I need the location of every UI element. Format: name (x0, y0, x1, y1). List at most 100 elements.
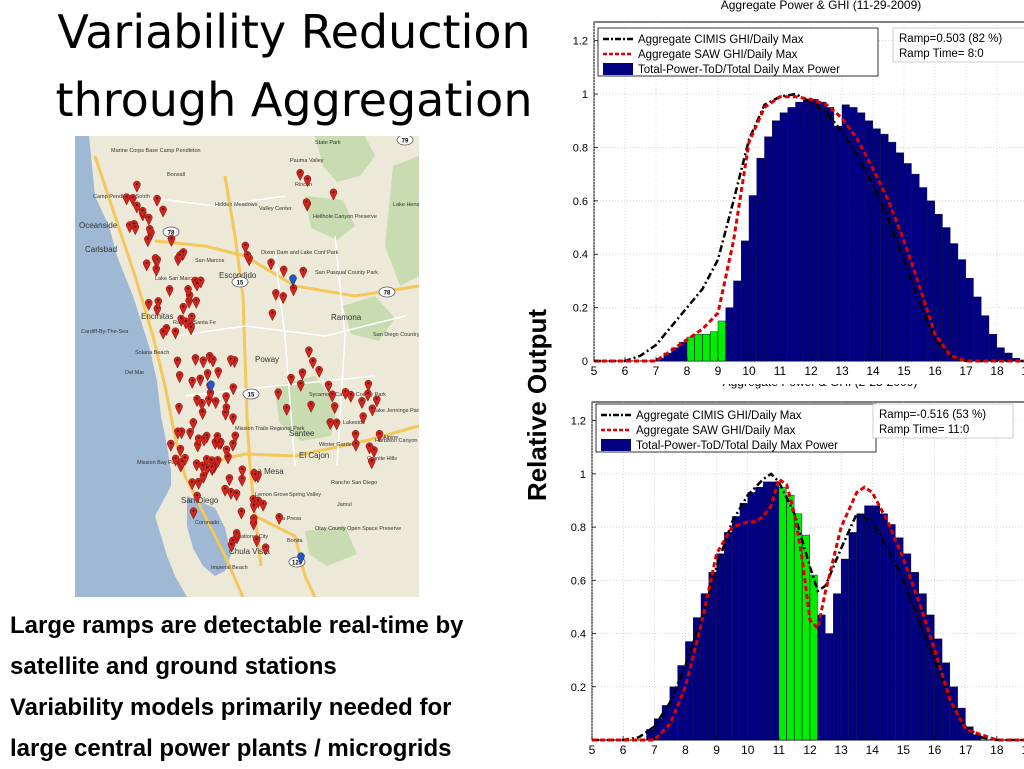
x-tick-label: 13 (835, 364, 849, 378)
map-pin-icon (365, 442, 374, 455)
map-place-label: State Park (315, 140, 341, 146)
map-pin-icon (373, 395, 381, 408)
highway-shield-number: 125 (292, 561, 303, 567)
map-place-label: Valley Center (259, 206, 292, 212)
map-pin-icon (307, 400, 315, 413)
map-pin-icon (159, 205, 167, 218)
bar (654, 718, 662, 741)
map-place-label: Cardiff-By-The-Sea (81, 329, 129, 335)
y-tick-label: 0.8 (573, 142, 588, 154)
map-pin-icon (368, 404, 377, 417)
map-place-label: Escondido (219, 271, 257, 280)
bar (996, 347, 1005, 362)
map-pin-icon (225, 474, 234, 487)
x-tick-label: 17 (959, 364, 973, 378)
bar (918, 593, 927, 741)
map-pin-icon (241, 241, 250, 254)
map-pin-icon (203, 369, 212, 382)
bar (739, 502, 748, 741)
highway-shield (242, 388, 260, 400)
map-park-4 (275, 376, 337, 441)
bar (756, 157, 765, 362)
highway-shield-number: 78 (384, 291, 391, 297)
bar (896, 152, 904, 362)
highway-shield-number: 15 (237, 281, 244, 287)
map-place-label: Lake Henshaw (393, 202, 419, 208)
highway-shield (378, 286, 396, 298)
map-place-label: Bonsall (167, 172, 185, 178)
y-tick-label: 0.6 (571, 575, 586, 587)
x-tick-label: 10 (742, 364, 756, 378)
map-place-label: El Cajon (299, 451, 329, 460)
bar (888, 141, 897, 362)
map-labels: Marine Corps Base Camp Pendleton Bonsall P… (79, 140, 419, 571)
map-pin-icon (189, 507, 198, 520)
bar (826, 107, 835, 362)
legend-box (597, 27, 879, 77)
map-pin-icon (332, 418, 341, 431)
map-pin-icon (203, 455, 211, 468)
bar (669, 686, 678, 741)
bar (694, 334, 703, 362)
bar (716, 553, 725, 741)
x-tick-label: 18 (990, 364, 1004, 378)
map-pin-icon (125, 221, 134, 234)
map-place-label: Ramona (331, 313, 362, 322)
bar (958, 259, 966, 362)
x-tick-label: 18 (990, 743, 1004, 757)
map-place-label: Otay County Open Space Preserve (315, 526, 401, 532)
bar (903, 553, 912, 741)
map-pin-icon (229, 413, 237, 426)
highway-shield-number: 15 (248, 393, 255, 399)
map-pin-icon (171, 454, 180, 467)
map-pin-icon (188, 312, 196, 325)
map-pin-icon (133, 201, 141, 214)
map-pin-icon (305, 346, 313, 359)
map-pin-icon (272, 289, 280, 302)
map-pin-icon (211, 397, 220, 410)
bar (803, 99, 811, 362)
map-place-label: San Pasqual County Park (315, 270, 378, 276)
map-place-label: Oceanside (79, 221, 118, 230)
saw-ghi-line (592, 476, 1024, 742)
map-pin-icon (299, 266, 307, 279)
map-pin-icon (227, 540, 236, 553)
bar (810, 99, 819, 362)
bar (802, 534, 810, 741)
map-pin-icon (330, 402, 339, 415)
map-pin-icon (364, 379, 373, 392)
bar (957, 707, 966, 741)
bar (685, 641, 694, 741)
bar (927, 200, 935, 362)
map-pin-icon (231, 431, 239, 444)
bar (679, 342, 687, 362)
x-tick-label: 15 (897, 743, 911, 757)
map-pin-icon (347, 390, 355, 404)
map-park-6 (343, 296, 395, 341)
bar (965, 278, 974, 362)
chart-title: Aggregate Power & GHI (11-29-2009) (721, 0, 922, 12)
map-pin-icon (193, 395, 201, 408)
map-pin-icon (251, 470, 260, 483)
map-pin-icon (214, 456, 222, 469)
x-tick-label: 8 (682, 743, 689, 757)
map-pin-icon (145, 298, 153, 312)
map-place-label: Lakeside (343, 420, 365, 426)
map-place-label: Solana Beach (135, 350, 169, 356)
map-pin-icon (250, 501, 258, 514)
map-pin-icon (145, 213, 153, 226)
map-place-label: Camp Pendleton South (93, 194, 150, 200)
cimis-ghi-line (592, 472, 1024, 742)
map-place-label: La Presa (279, 516, 302, 522)
x-tick-label: 5 (589, 743, 596, 757)
map-pin-icon (192, 459, 201, 472)
x-tick-label: 11 (773, 743, 786, 757)
legend-label: Total-Power-ToD/Total Daily Max Power (638, 64, 840, 76)
map-pin-icon (359, 412, 367, 425)
map-pin-icon (175, 371, 184, 384)
map-place-label: Jamul (337, 502, 352, 508)
bar (865, 120, 873, 362)
ramp-annotation-box (872, 403, 1014, 439)
bar (764, 136, 773, 362)
map-pins (122, 168, 384, 565)
